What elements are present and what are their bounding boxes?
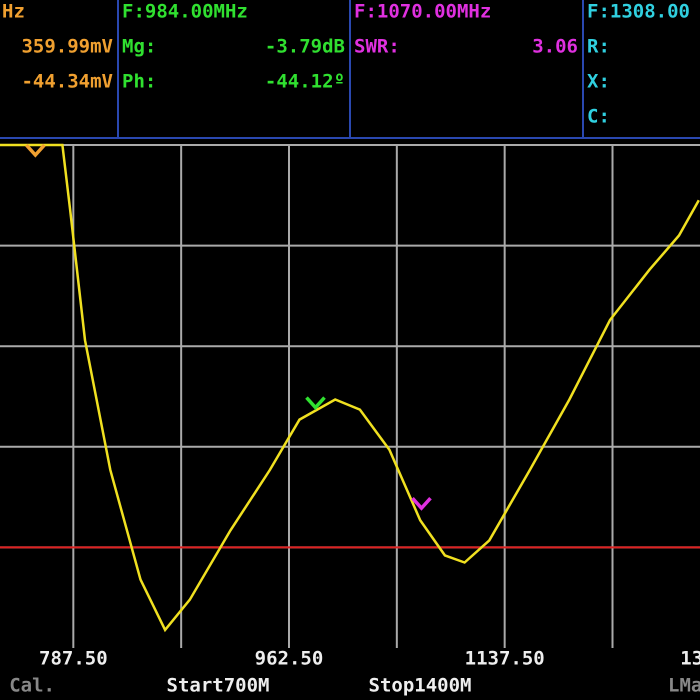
readout-label: R: — [587, 36, 610, 58]
trace — [0, 143, 700, 633]
readout-label: X: — [587, 71, 610, 93]
header-borders — [0, 0, 700, 139]
marker-frequency: F:984.00MHz — [122, 1, 248, 23]
x-tick-label: 962.50 — [255, 648, 324, 670]
x-tick-label: 1137.50 — [465, 648, 545, 670]
footer-start: Start700M — [167, 675, 270, 697]
readout-value: -44.12º — [265, 71, 345, 93]
readout-value: -3.79dB — [265, 36, 345, 58]
readout-value: -44.34mV — [21, 71, 113, 93]
readout-value: 3.06 — [532, 36, 578, 58]
readout-label: C: — [587, 106, 610, 128]
x-tick-label: 1312.50 — [680, 648, 700, 670]
readout-label: Mg: — [122, 36, 156, 58]
marker — [411, 496, 432, 511]
footer-stop: Stop1400M — [369, 675, 472, 697]
readout-label: Ph: — [122, 71, 156, 93]
footer-mode: LMa — [668, 675, 700, 697]
marker-frequency: F:1308.00 — [587, 1, 690, 23]
x-tick-label: 787.50 — [39, 648, 108, 670]
footer-cal: Cal. — [9, 675, 55, 697]
marker — [25, 143, 46, 158]
readout-label: SWR: — [354, 36, 400, 58]
marker-frequency: F:1070.00MHz — [354, 1, 491, 23]
marker — [305, 396, 326, 411]
marker-frequency: Hz — [2, 1, 25, 23]
readout-value: 359.99mV — [21, 36, 113, 58]
